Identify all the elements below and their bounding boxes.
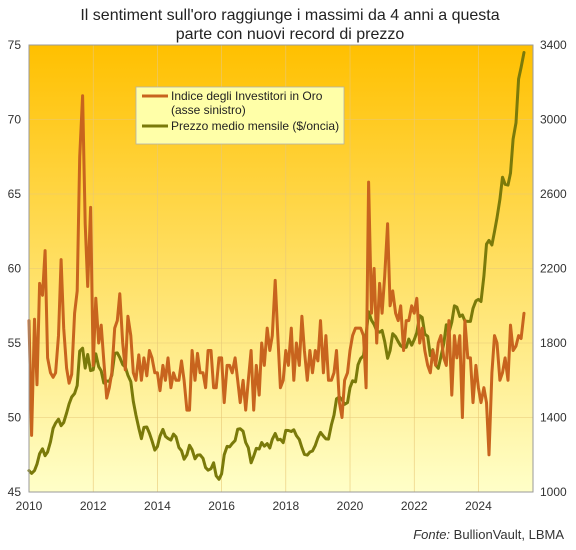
right-tick-label: 1000 bbox=[540, 485, 567, 499]
right-tick-label: 1400 bbox=[540, 411, 567, 425]
legend-box bbox=[135, 86, 345, 145]
series-layer bbox=[27, 51, 526, 481]
source-label: Fonte: bbox=[413, 527, 451, 542]
right-axis-ticks: 1000 1400 1800 2200 2600 3000 3400 bbox=[540, 38, 567, 499]
left-tick-label: 65 bbox=[8, 187, 22, 201]
x-tick-label: 2024 bbox=[465, 499, 492, 513]
source-text: BullionVault, LBMA bbox=[453, 527, 564, 542]
right-tick-label: 3000 bbox=[540, 113, 567, 127]
right-tick-label: 2600 bbox=[540, 187, 567, 201]
series-line-0 bbox=[27, 94, 526, 457]
x-tick-label: 2018 bbox=[272, 499, 299, 513]
right-tick-label: 3400 bbox=[540, 38, 567, 52]
x-tick-label: 2016 bbox=[208, 499, 235, 513]
x-tick-label: 2010 bbox=[16, 499, 43, 513]
left-tick-label: 75 bbox=[8, 38, 22, 52]
x-tick-label: 2022 bbox=[401, 499, 428, 513]
x-axis-ticks: 2010 2012 2014 2016 2018 2020 2022 2024 bbox=[16, 499, 492, 513]
legend-label-0-line-1: Indice degli Investitori in Oro bbox=[171, 89, 323, 103]
right-tick-label: 2200 bbox=[540, 262, 567, 276]
left-tick-label: 45 bbox=[8, 485, 22, 499]
x-tick-label: 2014 bbox=[144, 499, 171, 513]
x-tick-label: 2020 bbox=[337, 499, 364, 513]
x-tick-label: 2012 bbox=[80, 499, 107, 513]
chart-title-line-1: Il sentiment sull'oro raggiunge i massim… bbox=[80, 7, 500, 24]
chart-title: Il sentiment sull'oro raggiunge i massim… bbox=[40, 6, 540, 44]
left-tick-label: 55 bbox=[8, 336, 22, 350]
left-tick-label: 70 bbox=[8, 113, 22, 127]
left-tick-label: 60 bbox=[8, 262, 22, 276]
left-tick-label: 50 bbox=[8, 411, 22, 425]
plot-frame bbox=[28, 44, 534, 493]
legend-label-1: Prezzo medio mensile ($/oncia) bbox=[171, 119, 339, 133]
left-axis-ticks: 45 50 55 60 65 70 75 bbox=[8, 38, 22, 499]
legend: Indice degli Investitori in Oro(asse sin… bbox=[135, 86, 345, 145]
right-tick-label: 1800 bbox=[540, 336, 567, 350]
legend-label-0-line-2: (asse sinistro) bbox=[171, 103, 246, 117]
source-note: Fonte: BullionVault, LBMA bbox=[413, 527, 564, 542]
chart-title-line-2: parte con nuovi record di prezzo bbox=[175, 26, 405, 43]
